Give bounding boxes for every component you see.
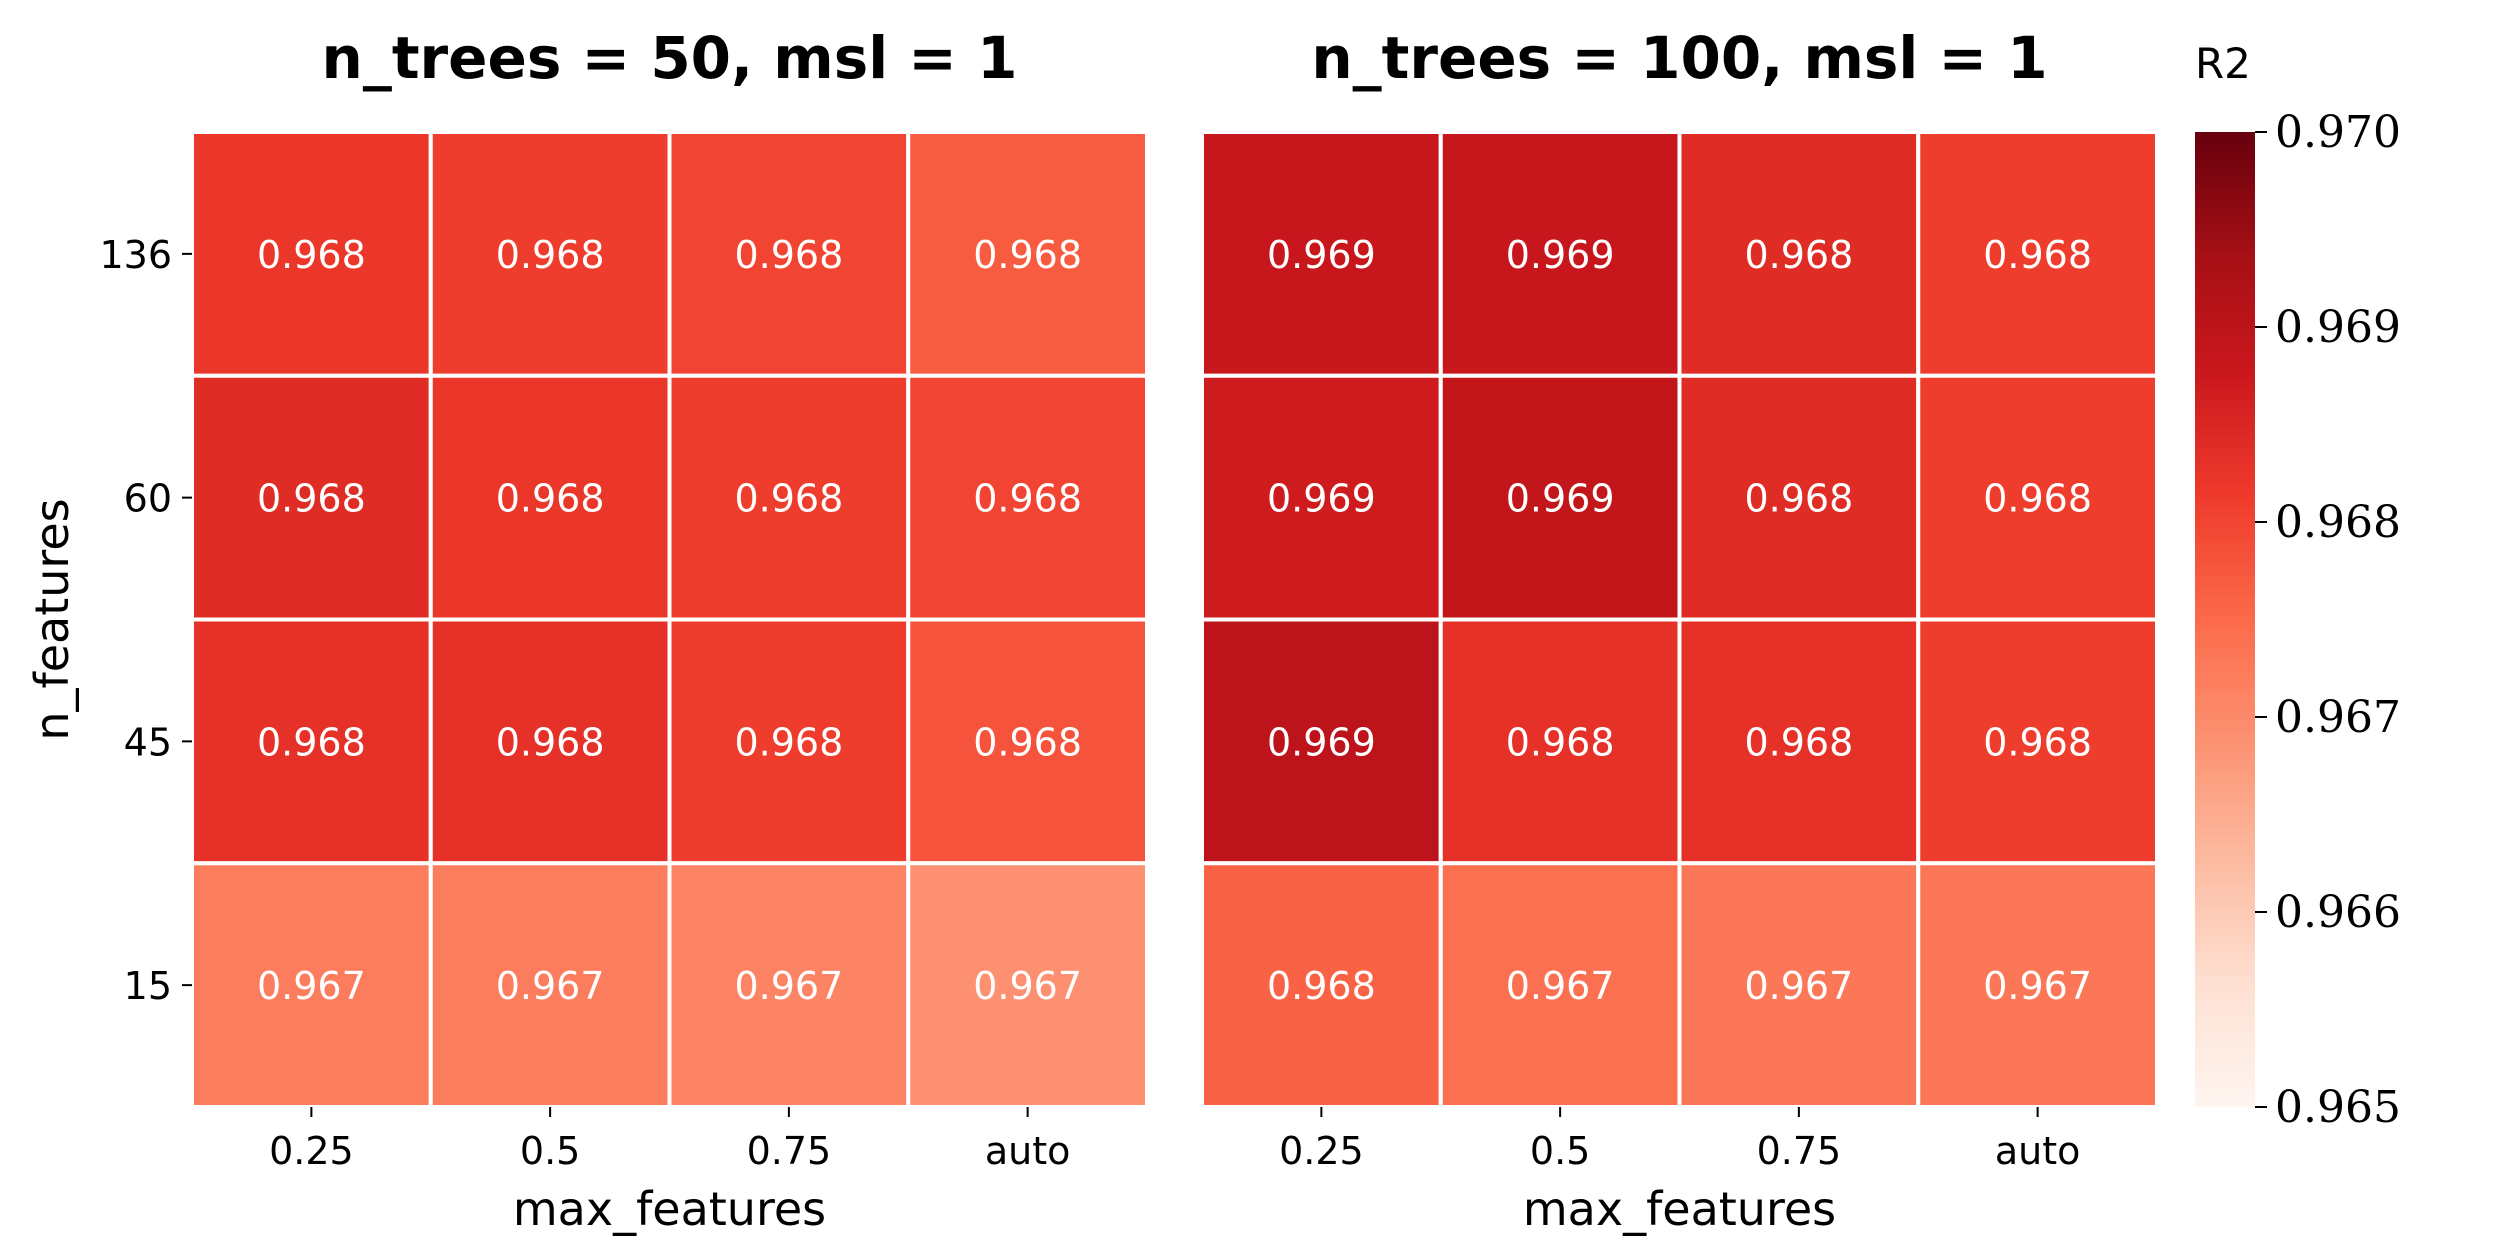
- heatmap-cell: [906, 373, 1149, 622]
- x-tick-label: auto: [985, 1129, 1071, 1173]
- heatmap-cell: [428, 861, 672, 1109]
- cell-value-label: 0.968: [257, 720, 366, 764]
- y-tick-label: 45: [124, 720, 172, 764]
- cell-value-label: 0.969: [1506, 233, 1615, 277]
- colorbar-tick-label: 0.967: [2275, 692, 2401, 743]
- y-tick-label: 15: [124, 964, 172, 1008]
- colorbar-tick-label: 0.966: [2275, 887, 2401, 938]
- colorbar-title: R2: [2195, 39, 2251, 88]
- colorbar-tick-label: 0.968: [2275, 497, 2401, 548]
- heatmap-panel-1: n_trees = 50, msl = 1 0.968 0.968 0.968 0.96…: [25, 24, 1149, 1236]
- heatmap-cell: [1677, 373, 1921, 622]
- cell-value-label: 0.968: [973, 720, 1082, 764]
- heatmap-cell: [190, 130, 433, 378]
- colorbar-ticks: 0.965 0.966 0.967 0.968 0.969 0.970: [2255, 107, 2401, 1133]
- colorbar-gradient: [2195, 132, 2255, 1107]
- y-axis-label: n_features: [25, 498, 79, 740]
- heatmap-cell: [906, 617, 1149, 866]
- heatmap-cell: [428, 617, 672, 866]
- heatmap-cell: [428, 130, 672, 378]
- heatmap-cell: [1200, 130, 1443, 378]
- cell-value-label: 0.968: [496, 233, 605, 277]
- cell-value-label: 0.968: [257, 477, 366, 521]
- cell-value-label: 0.968: [1983, 233, 2092, 277]
- cell-value-label: 0.969: [1506, 477, 1615, 521]
- cell-value-label: 0.968: [734, 477, 843, 521]
- heatmap-cell: [428, 373, 672, 622]
- cell-value-label: 0.968: [1744, 233, 1853, 277]
- cell-value-label: 0.967: [1506, 964, 1615, 1008]
- x-tick-label: 0.5: [520, 1129, 580, 1173]
- cell-value-label: 0.968: [1744, 477, 1853, 521]
- x-tick-label: 0.75: [1757, 1129, 1842, 1173]
- cell-value-label: 0.969: [1267, 720, 1376, 764]
- heatmap-cell: [1200, 617, 1443, 866]
- cell-value-label: 0.968: [1506, 720, 1615, 764]
- cell-value-label: 0.967: [1983, 964, 2092, 1008]
- heatmap-cell: [1916, 130, 2159, 378]
- heatmap-cell: [667, 130, 911, 378]
- x-axis-label: max_features: [513, 1182, 826, 1236]
- heatmap-cell: [1677, 130, 1921, 378]
- cell-value-label: 0.968: [1983, 720, 2092, 764]
- heatmap-cell: [1916, 861, 2159, 1109]
- cell-value-label: 0.968: [734, 233, 843, 277]
- heatmap-cell: [1677, 617, 1921, 866]
- cell-value-label: 0.968: [496, 477, 605, 521]
- cell-value-label: 0.967: [734, 964, 843, 1008]
- y-tick-label: 60: [124, 477, 172, 521]
- colorbar-tick-label: 0.965: [2275, 1082, 2401, 1133]
- cell-value-label: 0.967: [496, 964, 605, 1008]
- cell-value-label: 0.968: [1744, 720, 1853, 764]
- cell-value-label: 0.967: [973, 964, 1082, 1008]
- cell-value-label: 0.967: [257, 964, 366, 1008]
- heatmap-panels: n_trees = 50, msl = 1 0.968 0.968 0.968 0.96…: [25, 24, 2159, 1236]
- cell-value-label: 0.967: [1744, 964, 1853, 1008]
- x-tick-label: auto: [1995, 1129, 2081, 1173]
- cell-value-label: 0.969: [1267, 233, 1376, 277]
- cell-value-label: 0.968: [1267, 964, 1376, 1008]
- heatmap-cell: [906, 130, 1149, 378]
- cell-value-label: 0.968: [734, 720, 843, 764]
- heatmap-cell: [1438, 130, 1682, 378]
- cell-value-label: 0.968: [1983, 477, 2092, 521]
- colorbar-tick-label: 0.970: [2275, 107, 2401, 158]
- cell-value-label: 0.968: [496, 720, 605, 764]
- x-tick-label: 0.25: [1279, 1129, 1364, 1173]
- cell-value-label: 0.968: [973, 477, 1082, 521]
- heatmap-cell: [906, 861, 1149, 1109]
- heatmap-panel-2: n_trees = 100, msl = 1 0.969 0.969 0.968 0.9…: [1200, 24, 2159, 1236]
- heatmap-cell: [1200, 861, 1443, 1109]
- x-tick-label: 0.25: [269, 1129, 354, 1173]
- y-tick-label: 136: [99, 233, 172, 277]
- cell-value-label: 0.969: [1267, 477, 1376, 521]
- heatmap-cell: [1200, 373, 1443, 622]
- cell-value-label: 0.968: [973, 233, 1082, 277]
- panel-title: n_trees = 100, msl = 1: [1311, 24, 2047, 92]
- heatmap-cell: [1438, 617, 1682, 866]
- cell-value-label: 0.968: [257, 233, 366, 277]
- x-tick-label: 0.5: [1530, 1129, 1590, 1173]
- x-tick-label: 0.75: [747, 1129, 832, 1173]
- colorbar: R2 0.965 0.966 0.967 0.968 0.969 0.970: [2195, 39, 2401, 1133]
- x-axis-label: max_features: [1523, 1182, 1836, 1236]
- colorbar-tick-label: 0.969: [2275, 302, 2401, 353]
- panel-title: n_trees = 50, msl = 1: [322, 24, 1018, 92]
